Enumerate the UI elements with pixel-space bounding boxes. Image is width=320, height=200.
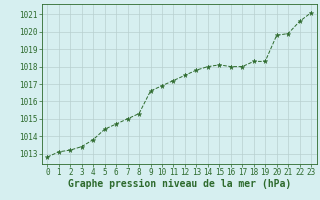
X-axis label: Graphe pression niveau de la mer (hPa): Graphe pression niveau de la mer (hPa) [68,179,291,189]
